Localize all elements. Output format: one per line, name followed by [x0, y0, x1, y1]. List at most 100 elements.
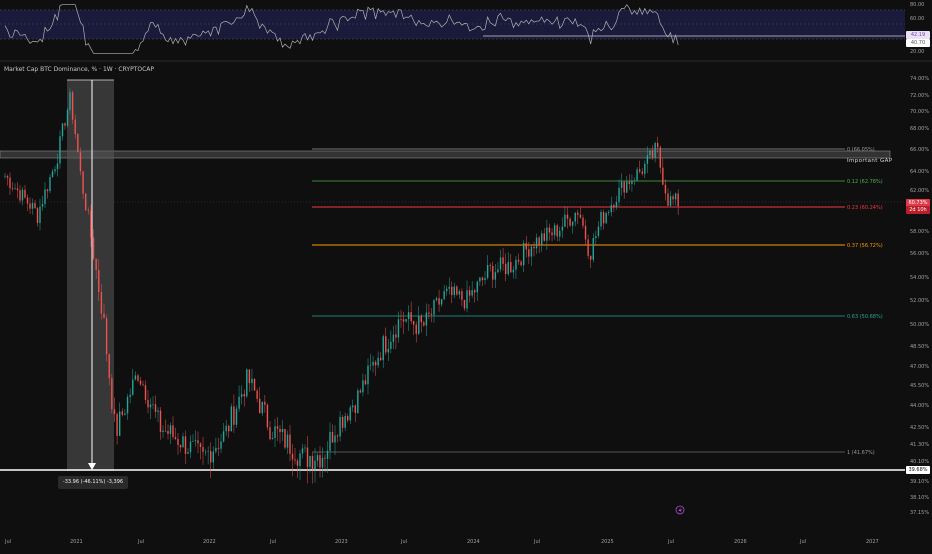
- candle-body: [66, 109, 69, 126]
- candle-body: [569, 218, 571, 226]
- fib-label-012: 0.12 (62.78%): [847, 179, 883, 185]
- fib-label-0: 0 (66.05%): [847, 147, 875, 153]
- candle-body: [471, 290, 473, 296]
- candle-body: [19, 190, 21, 201]
- candle-body: [26, 197, 29, 204]
- candle-body: [77, 133, 79, 153]
- candle-body: [276, 426, 279, 429]
- candle-body: [179, 445, 182, 448]
- candle-body: [423, 322, 425, 326]
- candle-body: [222, 431, 225, 442]
- candle-body: [197, 440, 199, 444]
- candle-body: [405, 319, 407, 322]
- price-axis-label: 64.00%: [910, 169, 929, 175]
- candle-body: [36, 208, 39, 223]
- candle-body: [468, 290, 471, 296]
- candle-body: [134, 375, 137, 380]
- time-axis-label: Jul: [799, 539, 806, 545]
- candle-body: [98, 269, 100, 293]
- candle-body: [329, 432, 331, 451]
- candle-body: [656, 142, 659, 148]
- candle-body: [344, 416, 346, 428]
- rsi-line: [4, 4, 679, 54]
- candle-body: [87, 210, 90, 211]
- candle-body: [448, 286, 450, 289]
- candle-body: [46, 189, 49, 192]
- candle-body: [364, 380, 367, 385]
- candle-body: [463, 299, 466, 309]
- candle-body: [451, 286, 453, 296]
- candle-body: [6, 175, 9, 178]
- candle-body: [316, 455, 319, 461]
- candle-body: [379, 357, 382, 361]
- event-marker-icon: [675, 505, 685, 515]
- candle-body: [600, 212, 602, 227]
- candle-body: [116, 414, 118, 436]
- candle-body: [489, 265, 491, 266]
- candle-body: [187, 452, 189, 454]
- candle-body: [84, 193, 87, 211]
- candle-body: [415, 324, 417, 334]
- candle-body: [582, 217, 584, 226]
- candle-body: [157, 410, 159, 412]
- fib-label-037: 0.37 (56.72%): [847, 243, 883, 249]
- price-axis-label: 42.50%: [910, 425, 929, 431]
- fib-label-023: 0.23 (60.24%): [847, 205, 883, 211]
- candle-body: [217, 447, 220, 449]
- candle-body: [230, 406, 233, 432]
- rsi-band: [0, 10, 905, 39]
- candle-body: [336, 435, 339, 437]
- countdown-tag: 2d 10h: [906, 206, 930, 214]
- candle-body: [400, 319, 402, 320]
- candle-body: [435, 298, 438, 301]
- candle-body: [481, 277, 484, 281]
- candle-body: [105, 318, 108, 355]
- candle-body: [286, 434, 289, 448]
- candle-body: [172, 425, 174, 437]
- candle-body: [44, 189, 46, 205]
- price-axis-label: 50.00%: [910, 322, 929, 328]
- candle-body: [253, 378, 256, 391]
- candle-body: [497, 269, 499, 273]
- candle-body: [372, 361, 374, 366]
- candle-body: [311, 455, 314, 470]
- candle-body: [9, 177, 11, 189]
- candle-body: [458, 291, 461, 295]
- candle-body: [309, 455, 311, 467]
- candle-body: [553, 225, 556, 236]
- candle-body: [644, 163, 646, 174]
- price-axis-label: 37.15%: [910, 510, 929, 516]
- candle-body: [377, 357, 379, 366]
- candle-body: [202, 447, 204, 452]
- candle-body: [21, 189, 24, 201]
- price-axis-label: 45.50%: [910, 383, 929, 389]
- candle-body: [248, 369, 251, 384]
- time-axis-label: 2022: [203, 539, 216, 545]
- candle-body: [207, 451, 209, 452]
- candle-body: [420, 316, 423, 323]
- candle-body: [551, 232, 553, 236]
- candle-body: [334, 435, 336, 443]
- candle-body: [24, 189, 26, 198]
- candle-body: [210, 451, 212, 463]
- price-axis-label: 39.10%: [910, 479, 929, 485]
- chart-title: Market Cap BTC Dominance, % · 1W · CRYPT…: [4, 66, 154, 73]
- candle-body: [95, 258, 97, 270]
- candle-body: [633, 180, 636, 181]
- rsi-axis-label: 20.00: [910, 49, 924, 55]
- candle-body: [613, 205, 615, 208]
- candle-body: [14, 188, 16, 190]
- candle-body: [144, 385, 147, 400]
- candle-body: [641, 171, 643, 174]
- candle-body: [390, 341, 392, 349]
- measure-tooltip: -33.96 (-46.11%) -3,396: [58, 476, 128, 489]
- candle-body: [271, 438, 274, 440]
- candle-body: [121, 411, 124, 415]
- base-price-tag: 39.68%: [906, 466, 930, 474]
- candle-body: [443, 291, 445, 300]
- candle-body: [304, 447, 306, 449]
- price-axis-label: 58.00%: [910, 229, 929, 235]
- candle-body: [126, 396, 129, 414]
